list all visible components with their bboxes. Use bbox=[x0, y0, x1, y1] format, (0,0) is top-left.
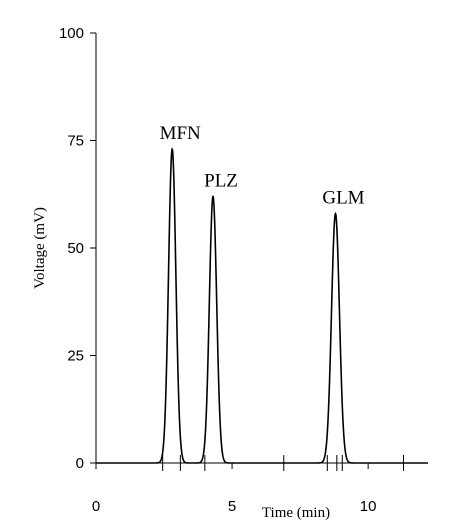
peak-label-plz: PLZ bbox=[204, 170, 238, 191]
y-tick-label: 75 bbox=[67, 133, 84, 150]
x-tick-label: 0 bbox=[92, 498, 100, 515]
peak-label-glm: GLM bbox=[322, 188, 364, 209]
x-tick-label: 10 bbox=[360, 498, 377, 515]
labels-layer: Time (min) Voltage (mV) MFN PLZ GLM bbox=[32, 123, 365, 521]
peak-label-mfn: MFN bbox=[160, 123, 201, 144]
x-axis-title: Time (min) bbox=[262, 505, 330, 521]
axis-ticks: 0 25 50 75 100 0 5 10 bbox=[59, 25, 377, 515]
y-tick-label: 25 bbox=[67, 348, 84, 365]
series-layer bbox=[96, 147, 428, 471]
y-axis-title: Voltage (mV) bbox=[32, 207, 48, 289]
y-tick-label: 0 bbox=[76, 455, 84, 472]
y-tick-label: 50 bbox=[67, 240, 84, 257]
chromatogram-trace bbox=[96, 147, 428, 464]
axes bbox=[95, 33, 428, 464]
y-tick-label: 100 bbox=[59, 25, 84, 42]
x-tick-label: 5 bbox=[228, 498, 236, 515]
